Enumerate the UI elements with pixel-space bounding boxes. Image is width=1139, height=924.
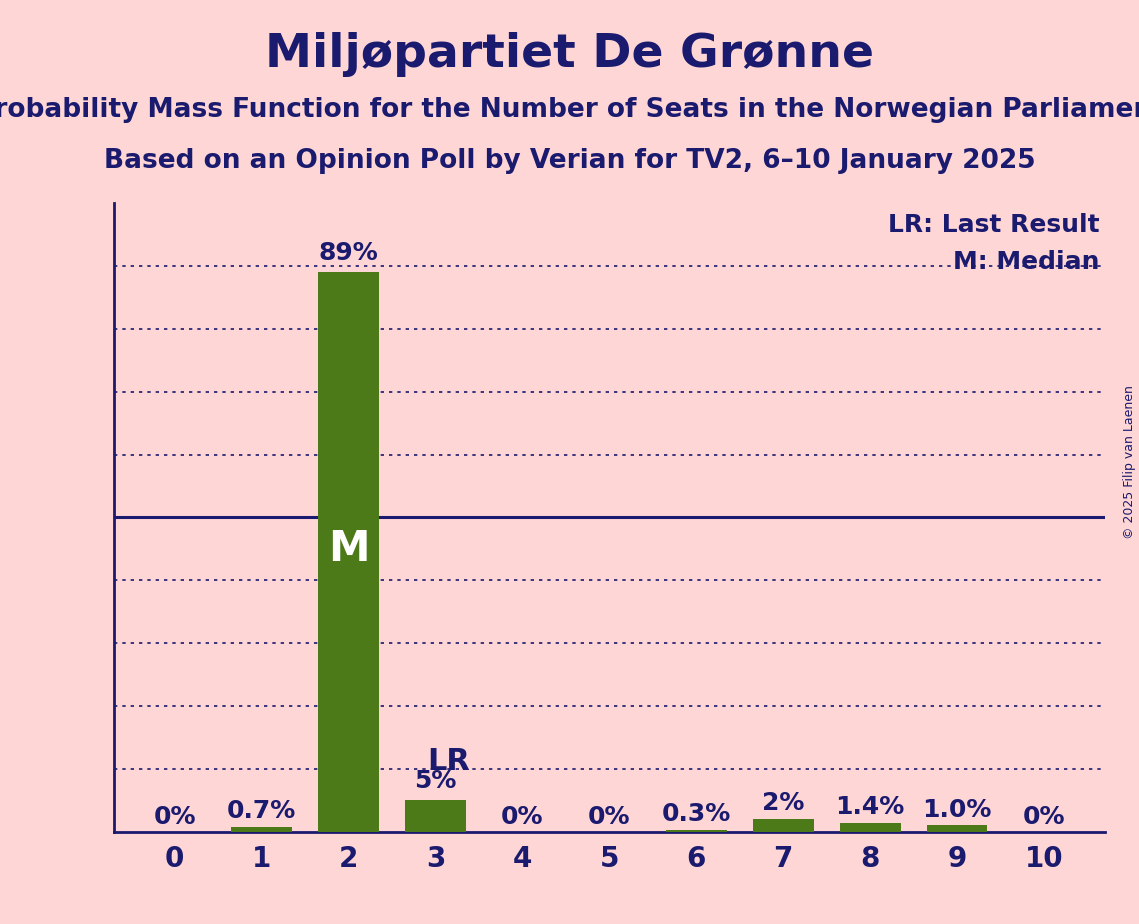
Text: 0%: 0%	[1023, 805, 1065, 829]
Bar	[231, 827, 292, 832]
Text: 1.4%: 1.4%	[836, 795, 904, 819]
Text: Miljøpartiet De Grønne: Miljøpartiet De Grønne	[265, 32, 874, 78]
Text: 5%: 5%	[415, 769, 457, 793]
Text: 0.7%: 0.7%	[227, 799, 296, 823]
Bar	[666, 830, 727, 832]
Text: 0.3%: 0.3%	[662, 802, 731, 826]
Bar	[318, 273, 379, 832]
Text: © 2025 Filip van Laenen: © 2025 Filip van Laenen	[1123, 385, 1137, 539]
Text: Probability Mass Function for the Number of Seats in the Norwegian Parliament: Probability Mass Function for the Number…	[0, 97, 1139, 123]
Bar	[927, 825, 988, 832]
Text: 2%: 2%	[762, 791, 804, 815]
Text: 1.0%: 1.0%	[923, 797, 992, 821]
Text: 0%: 0%	[501, 805, 543, 829]
Text: 89%: 89%	[319, 241, 378, 265]
Text: Based on an Opinion Poll by Verian for TV2, 6–10 January 2025: Based on an Opinion Poll by Verian for T…	[104, 148, 1035, 174]
Text: 0%: 0%	[154, 805, 196, 829]
Text: LR: LR	[427, 748, 469, 776]
Text: M: M	[328, 528, 369, 570]
Bar	[839, 822, 901, 832]
Bar	[405, 800, 466, 832]
Text: 0%: 0%	[588, 805, 631, 829]
Text: M: Median: M: Median	[953, 250, 1100, 274]
Text: LR: Last Result: LR: Last Result	[888, 213, 1100, 237]
Bar	[753, 819, 813, 832]
